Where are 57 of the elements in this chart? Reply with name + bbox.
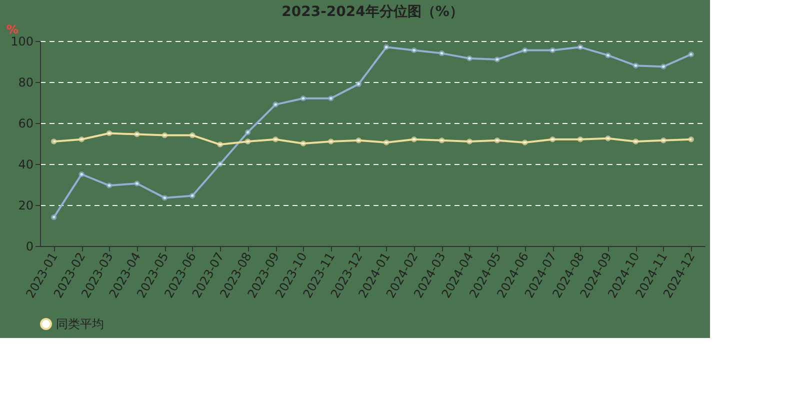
point [688, 51, 694, 58]
point [632, 62, 639, 68]
point [217, 161, 223, 167]
point [244, 129, 251, 136]
point [162, 194, 168, 201]
point [356, 138, 362, 144]
point [300, 140, 306, 146]
point [78, 171, 84, 178]
point [411, 136, 417, 142]
point [356, 81, 362, 87]
point [272, 136, 278, 142]
point [300, 96, 306, 102]
legend-label: 同类平均 [56, 317, 104, 331]
point [190, 132, 196, 138]
point [411, 47, 417, 54]
point [383, 44, 390, 50]
point [688, 136, 694, 142]
y-tick-label: 80 [18, 76, 34, 90]
point [522, 47, 528, 54]
point [328, 138, 334, 144]
point [577, 44, 584, 50]
point [438, 50, 445, 56]
y-tick-label: 0 [26, 240, 34, 254]
point [106, 130, 112, 136]
point [632, 138, 639, 144]
point [438, 138, 445, 144]
point [50, 138, 57, 144]
point [78, 136, 84, 142]
point [494, 56, 500, 62]
point [466, 56, 472, 62]
chart-title: 2023-2024年分位图（%） [282, 4, 464, 20]
point [466, 138, 472, 144]
point [328, 96, 334, 102]
point [550, 136, 556, 142]
point [605, 52, 611, 58]
point [550, 47, 556, 54]
point [50, 214, 57, 220]
point [522, 140, 528, 146]
point [660, 138, 666, 144]
y-tick-label: 60 [18, 116, 34, 130]
point [605, 136, 611, 142]
point [217, 142, 223, 148]
point [190, 192, 196, 199]
point [106, 182, 112, 188]
point [162, 132, 168, 138]
y-tick-label: 20 [18, 198, 34, 212]
y-tick-label: 100 [10, 34, 34, 48]
point [272, 102, 278, 108]
y-axis-title: % [6, 22, 18, 36]
y-tick-label: 40 [18, 158, 34, 172]
point [134, 180, 140, 186]
point [134, 131, 140, 138]
point [494, 138, 500, 144]
point [577, 136, 584, 142]
point [244, 138, 251, 144]
point [383, 140, 390, 146]
point [660, 64, 666, 70]
